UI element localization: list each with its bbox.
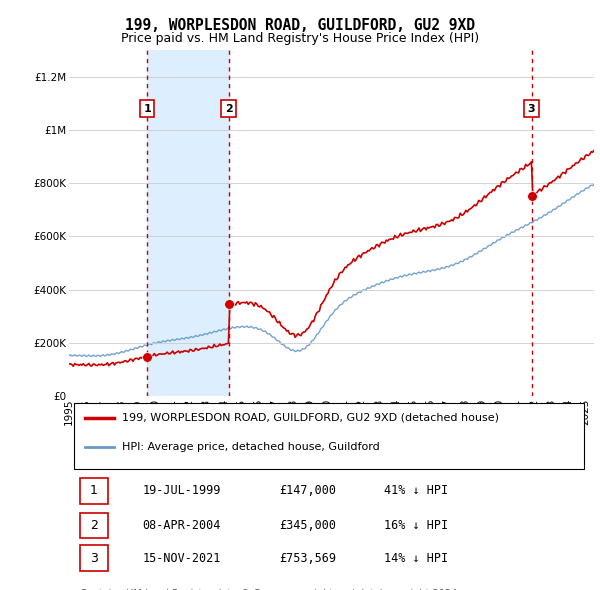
FancyBboxPatch shape (74, 404, 583, 469)
Text: Contains HM Land Registry data © Crown copyright and database right 2024.
This d: Contains HM Land Registry data © Crown c… (79, 589, 460, 590)
Text: 3: 3 (528, 104, 535, 114)
Text: 16% ↓ HPI: 16% ↓ HPI (384, 519, 448, 532)
Text: 2: 2 (90, 519, 98, 532)
Text: 199, WORPLESDON ROAD, GUILDFORD, GU2 9XD: 199, WORPLESDON ROAD, GUILDFORD, GU2 9XD (125, 18, 475, 32)
Text: 15-NOV-2021: 15-NOV-2021 (143, 552, 221, 565)
Text: 199, WORPLESDON ROAD, GUILDFORD, GU2 9XD (detached house): 199, WORPLESDON ROAD, GUILDFORD, GU2 9XD… (121, 413, 499, 423)
Text: HPI: Average price, detached house, Guildford: HPI: Average price, detached house, Guil… (121, 442, 379, 452)
Text: £147,000: £147,000 (279, 484, 336, 497)
Text: Price paid vs. HM Land Registry's House Price Index (HPI): Price paid vs. HM Land Registry's House … (121, 32, 479, 45)
Bar (147, 50, 229, 396)
Text: 3: 3 (90, 552, 98, 565)
Text: 1: 1 (90, 484, 98, 497)
Text: 1: 1 (143, 104, 151, 114)
Text: 41% ↓ HPI: 41% ↓ HPI (384, 484, 448, 497)
Text: 19-JUL-1999: 19-JUL-1999 (143, 484, 221, 497)
FancyBboxPatch shape (79, 545, 109, 571)
FancyBboxPatch shape (79, 478, 109, 503)
Text: 08-APR-2004: 08-APR-2004 (143, 519, 221, 532)
Text: 14% ↓ HPI: 14% ↓ HPI (384, 552, 448, 565)
Text: 2: 2 (224, 104, 232, 114)
Text: £345,000: £345,000 (279, 519, 336, 532)
FancyBboxPatch shape (79, 513, 109, 538)
Text: £753,569: £753,569 (279, 552, 336, 565)
